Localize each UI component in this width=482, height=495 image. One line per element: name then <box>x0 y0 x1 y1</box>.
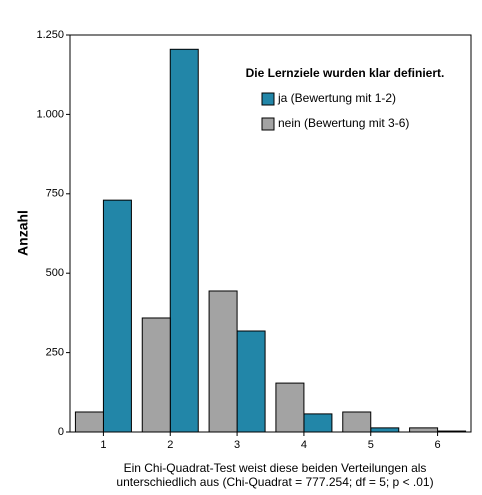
x-tick-label: 2 <box>167 439 173 451</box>
bar <box>437 430 467 433</box>
x-tick-label: 1 <box>100 439 106 451</box>
bar <box>275 382 305 433</box>
bar <box>236 330 266 433</box>
bar <box>208 290 238 433</box>
x-tick-label: 6 <box>435 439 441 451</box>
bar <box>141 317 171 433</box>
x-tick-label: 5 <box>368 439 374 451</box>
bar <box>303 413 333 433</box>
y-tick-label: 500 <box>46 267 64 279</box>
bar <box>409 427 439 433</box>
x-axis-label: Ein Chi-Quadrat-Test weist diese beiden … <box>124 461 427 475</box>
bar <box>370 427 400 433</box>
bar <box>74 411 104 433</box>
y-tick-label: 1.000 <box>36 108 64 120</box>
bar <box>169 48 199 433</box>
y-axis-label: Anzahl <box>15 210 31 256</box>
bar <box>342 411 372 433</box>
plot-frame <box>69 34 472 433</box>
y-tick-label: 750 <box>46 188 64 200</box>
x-tick-label: 3 <box>234 439 240 451</box>
y-tick-label: 0 <box>58 426 64 438</box>
y-tick-label: 1.250 <box>36 29 64 41</box>
x-axis-label: unterschiedlich aus (Chi-Quadrat = 777.2… <box>116 475 433 489</box>
legend-label: ja (Bewertung mit 1-2) <box>277 91 396 105</box>
bar <box>102 199 132 433</box>
x-tick-label: 4 <box>301 439 307 451</box>
legend-swatch <box>261 117 275 131</box>
legend-title: Die Lernziele wurden klar definiert. <box>246 66 445 80</box>
y-tick-label: 250 <box>46 347 64 359</box>
legend-swatch <box>261 92 275 106</box>
legend-label: nein (Bewertung mit 3-6) <box>278 116 409 130</box>
